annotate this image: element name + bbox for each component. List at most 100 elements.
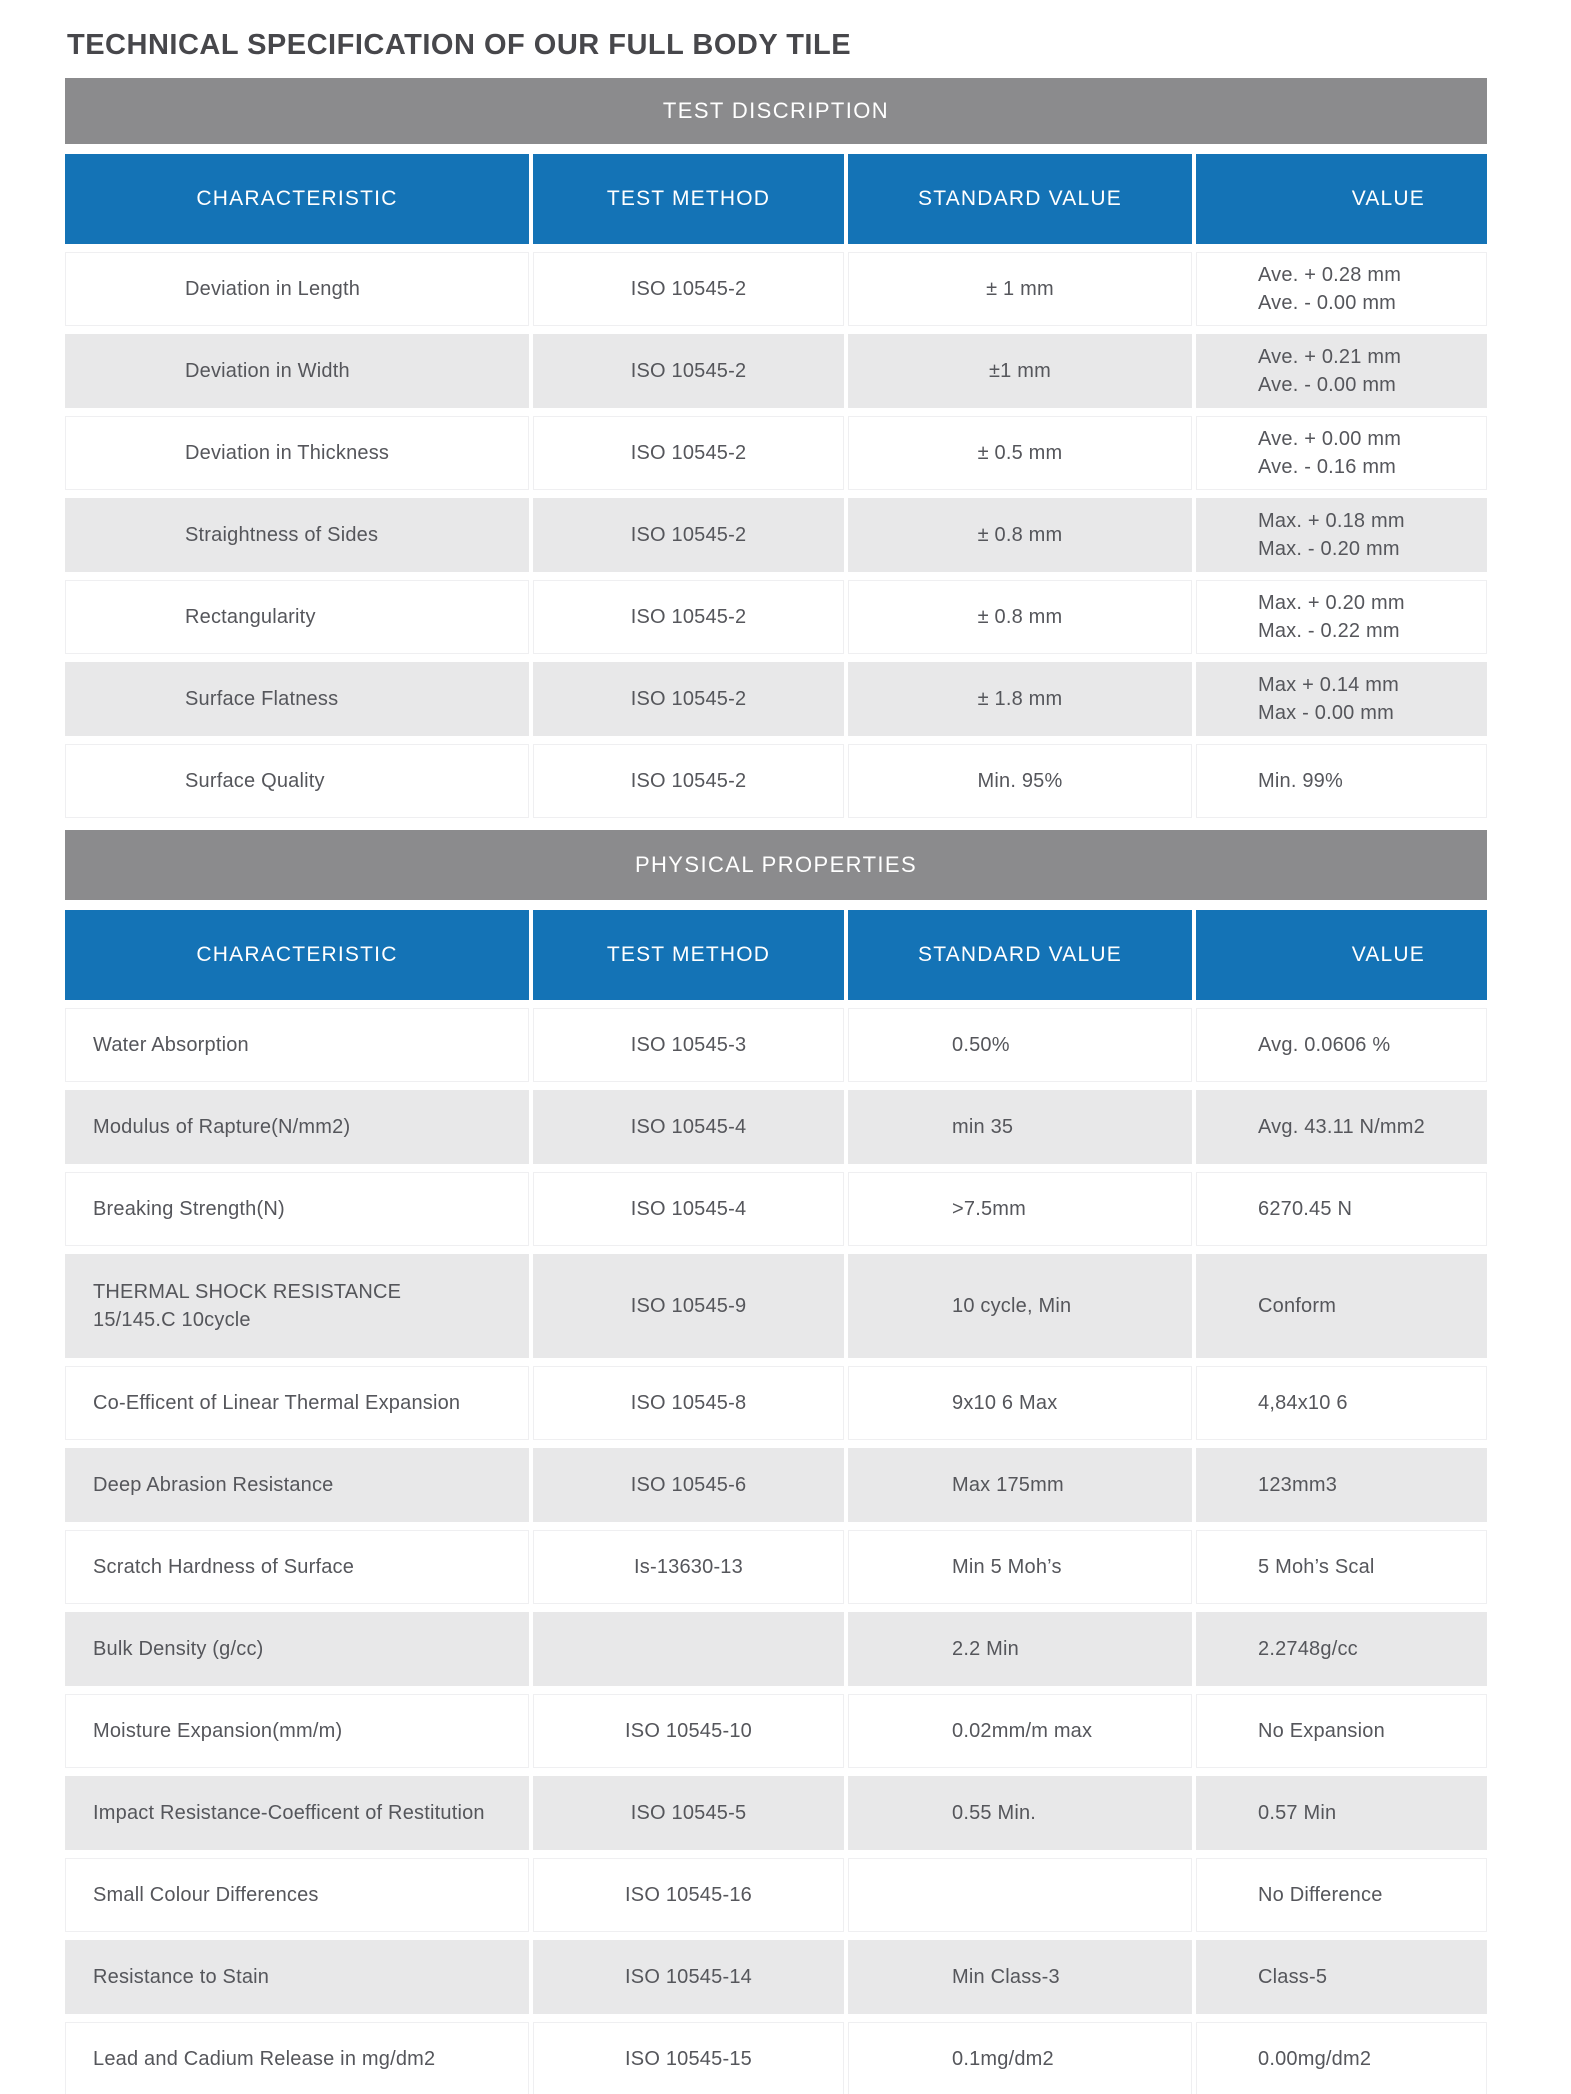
characteristic-cell: Deviation in Width — [65, 334, 529, 408]
test-method-cell: Is-13630-13 — [533, 1530, 844, 1604]
table-row: Deep Abrasion Resistance ISO 10545-6 Max 1… — [65, 1448, 1487, 1522]
characteristic-cell: Small Colour Differences — [65, 1858, 529, 1932]
value-cell: Max + 0.14 mm Max - 0.00 mm — [1196, 662, 1487, 736]
test-method-cell: ISO 10545-2 — [533, 416, 844, 490]
test-method-cell: ISO 10545-2 — [533, 580, 844, 654]
table-row: Impact Resistance-Coefficent of Restitut… — [65, 1776, 1487, 1850]
value-cell: Class-5 — [1196, 1940, 1487, 2014]
standard-value-cell: Min. 95% — [848, 744, 1192, 818]
column-header-value: VALUE — [1196, 154, 1487, 244]
column-header-characteristic: CHARACTERISTIC — [65, 910, 529, 1000]
test-method-cell: ISO 10545-9 — [533, 1254, 844, 1358]
value-cell: No Expansion — [1196, 1694, 1487, 1768]
value-cell: 4,84x10 6 — [1196, 1366, 1487, 1440]
characteristic-cell: Deviation in Length — [65, 252, 529, 326]
test-method-cell: ISO 10545-4 — [533, 1172, 844, 1246]
characteristic-cell: Co-Efficent of Linear Thermal Expansion — [65, 1366, 529, 1440]
test-method-cell: ISO 10545-2 — [533, 252, 844, 326]
standard-value-cell: 10 cycle, Min — [848, 1254, 1192, 1358]
test-method-cell: ISO 10545-4 — [533, 1090, 844, 1164]
test-method-cell: ISO 10545-3 — [533, 1008, 844, 1082]
characteristic-cell: Deviation in Thickness — [65, 416, 529, 490]
standard-value-cell: min 35 — [848, 1090, 1192, 1164]
column-header-characteristic: CHARACTERISTIC — [65, 154, 529, 244]
standard-value-cell: ± 1 mm — [848, 252, 1192, 326]
table-row: Bulk Density (g/cc) 2.2 Min 2.2748g/cc — [65, 1612, 1487, 1686]
value-cell: No Difference — [1196, 1858, 1487, 1932]
standard-value-cell: 0.50% — [848, 1008, 1192, 1082]
table-row: Deviation in Width ISO 10545-2 ±1 mm Ave. +… — [65, 334, 1487, 408]
value-cell: Min. 99% — [1196, 744, 1487, 818]
value-cell: Conform — [1196, 1254, 1487, 1358]
characteristic-cell: Deep Abrasion Resistance — [65, 1448, 529, 1522]
standard-value-cell: 0.55 Min. — [848, 1776, 1192, 1850]
characteristic-cell: Rectangularity — [65, 580, 529, 654]
table-row: THERMAL SHOCK RESISTANCE 15/145.C 10cycl… — [65, 1254, 1487, 1358]
standard-value-cell: 0.1mg/dm2 — [848, 2022, 1192, 2094]
standard-value-cell — [848, 1858, 1192, 1932]
test-method-cell: ISO 10545-8 — [533, 1366, 844, 1440]
table-row: Resistance to Stain ISO 10545-14 Min Class… — [65, 1940, 1487, 2014]
table-header-row: CHARACTERISTIC TEST METHOD STANDARD VALU… — [65, 910, 1487, 1000]
table-row: Deviation in Length ISO 10545-2 ± 1 mm Ave.… — [65, 252, 1487, 326]
test-method-cell: ISO 10545-2 — [533, 662, 844, 736]
standard-value-cell: ± 0.8 mm — [848, 580, 1192, 654]
table-row: Breaking Strength(N) ISO 10545-4 >7.5mm 627… — [65, 1172, 1487, 1246]
test-method-cell: ISO 10545-2 — [533, 744, 844, 818]
characteristic-cell: Breaking Strength(N) — [65, 1172, 529, 1246]
column-header-test-method: TEST METHOD — [533, 910, 844, 1000]
section-band-title: PHYSICAL PROPERTIES — [634, 852, 918, 877]
standard-value-cell: ± 0.5 mm — [848, 416, 1192, 490]
standard-value-cell: ± 0.8 mm — [848, 498, 1192, 572]
column-header-value: VALUE — [1196, 910, 1487, 1000]
characteristic-cell: Surface Flatness — [65, 662, 529, 736]
section-band: TEST DISCRIPTION — [65, 78, 1487, 144]
table-header-row: CHARACTERISTIC TEST METHOD STANDARD VALU… — [65, 154, 1487, 244]
table-row: Co-Efficent of Linear Thermal Expansion I… — [65, 1366, 1487, 1440]
value-cell: Avg. 43.11 N/mm2 — [1196, 1090, 1487, 1164]
value-cell: Avg. 0.0606 % — [1196, 1008, 1487, 1082]
standard-value-cell: 2.2 Min — [848, 1612, 1192, 1686]
test-method-cell: ISO 10545-5 — [533, 1776, 844, 1850]
characteristic-cell: Water Absorption — [65, 1008, 529, 1082]
test-method-cell: ISO 10545-2 — [533, 334, 844, 408]
table-row: Water Absorption ISO 10545-3 0.50% Avg. 0.0… — [65, 1008, 1487, 1082]
test-method-cell: ISO 10545-10 — [533, 1694, 844, 1768]
test-method-cell: ISO 10545-6 — [533, 1448, 844, 1522]
standard-value-cell: 9x10 6 Max — [848, 1366, 1192, 1440]
value-cell: Ave. + 0.28 mm Ave. - 0.00 mm — [1196, 252, 1487, 326]
standard-value-cell: Max 175mm — [848, 1448, 1192, 1522]
standard-value-cell: ± 1.8 mm — [848, 662, 1192, 736]
section-band-title: TEST DISCRIPTION — [662, 98, 890, 123]
characteristic-cell: Bulk Density (g/cc) — [65, 1612, 529, 1686]
characteristic-cell: Lead and Cadium Release in mg/dm2 — [65, 2022, 529, 2094]
value-cell: 0.57 Min — [1196, 1776, 1487, 1850]
table-row: Rectangularity ISO 10545-2 ± 0.8 mm Max. + … — [65, 580, 1487, 654]
standard-value-cell: Min 5 Moh’s — [848, 1530, 1192, 1604]
table-row: Scratch Hardness of Surface Is-13630-13 Mi… — [65, 1530, 1487, 1604]
characteristic-cell: Straightness of Sides — [65, 498, 529, 572]
column-header-test-method: TEST METHOD — [533, 154, 844, 244]
column-header-standard-value: STANDARD VALUE — [848, 154, 1192, 244]
test-method-cell: ISO 10545-14 — [533, 1940, 844, 2014]
characteristic-cell: Moisture Expansion(mm/m) — [65, 1694, 529, 1768]
table-row: Surface Quality ISO 10545-2 Min. 95% Min. 9… — [65, 744, 1487, 818]
value-cell: 6270.45 N — [1196, 1172, 1487, 1246]
test-method-cell: ISO 10545-15 — [533, 2022, 844, 2094]
characteristic-cell: Scratch Hardness of Surface — [65, 1530, 529, 1604]
test-method-cell: ISO 10545-16 — [533, 1858, 844, 1932]
characteristic-cell: Impact Resistance-Coefficent of Restitut… — [65, 1776, 529, 1850]
value-cell: 123mm3 — [1196, 1448, 1487, 1522]
standard-value-cell: >7.5mm — [848, 1172, 1192, 1246]
page-title: TECHNICAL SPECIFICATION OF OUR FULL BODY… — [67, 28, 852, 61]
test-method-cell — [533, 1612, 844, 1686]
table-body: Water Absorption ISO 10545-3 0.50% Avg. 0.0… — [65, 1008, 1487, 2094]
value-cell: 0.00mg/dm2 — [1196, 2022, 1487, 2094]
section-band: PHYSICAL PROPERTIES — [65, 830, 1487, 900]
standard-value-cell: ±1 mm — [848, 334, 1192, 408]
spec-sheet-content: TECHNICAL SPECIFICATION OF OUR FULL BODY… — [65, 0, 1487, 2094]
table-row: Deviation in Thickness ISO 10545-2 ± 0.5 m… — [65, 416, 1487, 490]
characteristic-cell: Resistance to Stain — [65, 1940, 529, 2014]
table-row: Moisture Expansion(mm/m) ISO 10545-10 0.02… — [65, 1694, 1487, 1768]
